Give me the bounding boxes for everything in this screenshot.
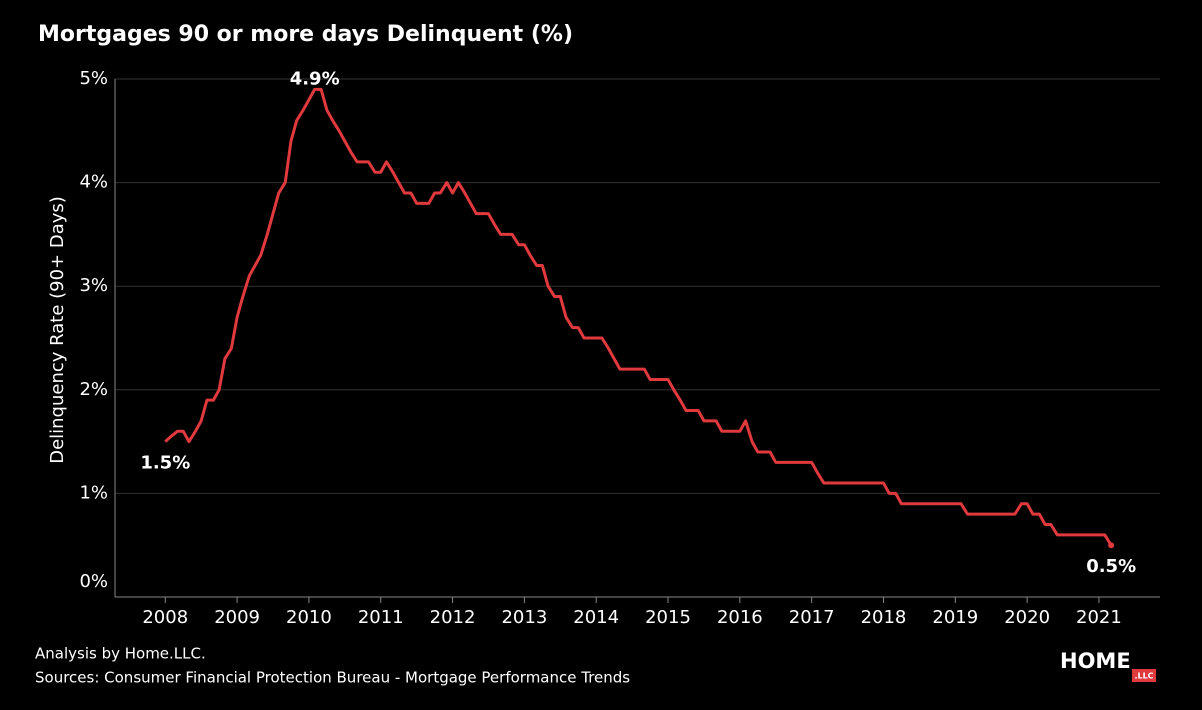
- x-tick-label: 2014: [573, 607, 619, 628]
- logo-badge: [1132, 669, 1156, 682]
- logo: HOME: [1060, 649, 1131, 673]
- y-tick-label: 4%: [79, 172, 108, 193]
- chart-title: Mortgages 90 or more days Delinquent (%): [38, 22, 573, 47]
- y-tick-label: 0%: [79, 571, 108, 592]
- x-tick-label: 2012: [430, 607, 476, 628]
- x-tick-label: 2013: [501, 607, 547, 628]
- footer-analysis: Analysis by Home.LLC.: [35, 645, 206, 663]
- x-tick-label: 2008: [142, 607, 188, 628]
- end-point: [1108, 542, 1115, 549]
- data-line: [164, 87, 1113, 546]
- x-tick-label: 2017: [789, 607, 835, 628]
- annotation: 0.5%: [1086, 556, 1136, 577]
- x-tick-label: 2021: [1076, 607, 1122, 628]
- x-tick-label: 2019: [932, 607, 978, 628]
- y-tick-label: 2%: [79, 379, 108, 400]
- x-tick-label: 2016: [717, 607, 763, 628]
- x-tick-label: 2011: [358, 607, 404, 628]
- y-tick-label: 5%: [79, 68, 108, 89]
- x-tick-label: 2009: [214, 607, 260, 628]
- footer-sources: Sources: Consumer Financial Protection B…: [35, 669, 630, 687]
- x-tick-label: 2018: [861, 607, 907, 628]
- x-tick-label: 2015: [645, 607, 691, 628]
- annotation: 4.9%: [290, 68, 340, 89]
- x-tick-label: 2010: [286, 607, 332, 628]
- x-tick-label: 2020: [1004, 607, 1050, 628]
- annotation: 1.5%: [140, 453, 190, 474]
- y-tick-label: 1%: [79, 482, 108, 503]
- logo-suffix: .LLC: [1134, 672, 1153, 681]
- y-tick-label: 3%: [79, 275, 108, 296]
- y-axis-label: Delinquency Rate (90+ Days): [47, 196, 68, 464]
